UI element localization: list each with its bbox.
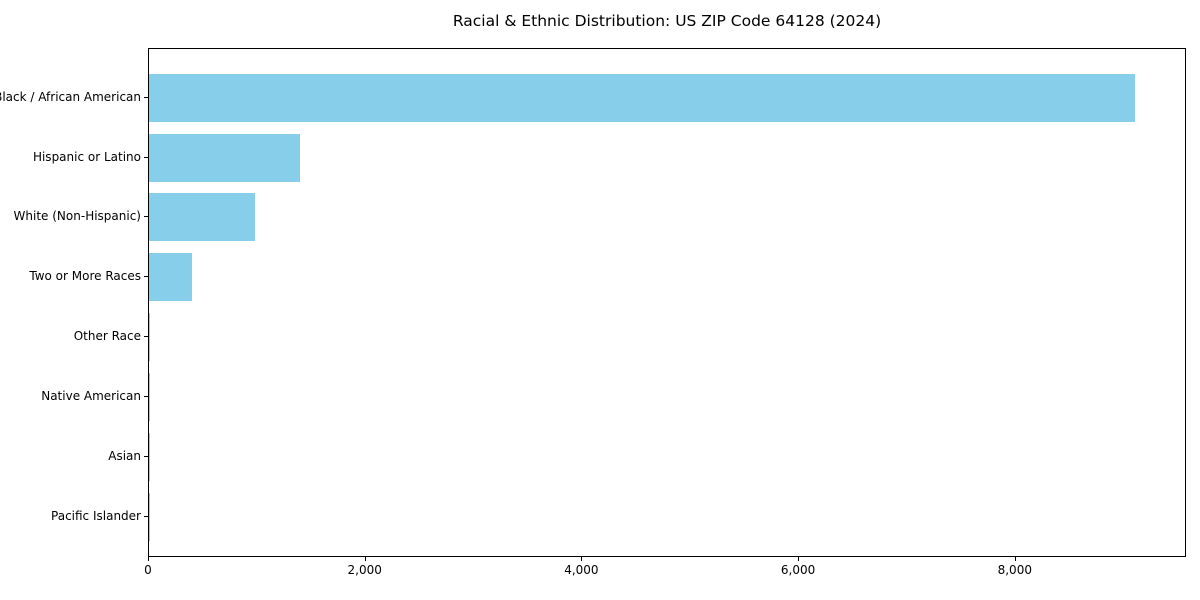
bar — [149, 73, 1136, 122]
x-tick-label: 2,000 — [347, 563, 382, 577]
bar — [149, 253, 193, 302]
y-tick-mark — [144, 336, 148, 338]
x-tick-mark — [1014, 557, 1016, 561]
plot-area — [148, 48, 1186, 557]
x-tick-label: 0 — [144, 563, 152, 577]
x-tick-label: 6,000 — [780, 563, 816, 577]
y-tick-label: White (Non-Hispanic) — [13, 209, 141, 224]
y-tick-mark — [144, 216, 148, 218]
y-tick-mark — [144, 395, 148, 397]
y-tick-mark — [144, 156, 148, 158]
bar — [149, 193, 255, 242]
x-tick-label: 8,000 — [997, 563, 1032, 577]
y-tick-mark — [144, 276, 148, 278]
chart-title: Racial & Ethnic Distribution: US ZIP Cod… — [452, 12, 882, 30]
bar — [149, 133, 300, 182]
bar — [149, 372, 150, 421]
y-tick-label: Other Race — [73, 329, 141, 344]
y-tick-label: Two or More Races — [29, 269, 141, 284]
x-tick-mark — [148, 557, 149, 561]
y-tick-mark — [144, 96, 148, 98]
y-tick-label: Asian — [108, 448, 141, 463]
x-tick-mark — [581, 557, 583, 561]
y-tick-label: Pacific Islander — [51, 508, 141, 523]
x-tick-label: 4,000 — [564, 563, 599, 577]
y-tick-mark — [144, 455, 148, 457]
y-tick-label: Native American — [41, 388, 141, 403]
y-tick-label: Black / African American — [0, 89, 141, 104]
y-tick-mark — [144, 515, 148, 517]
bar — [149, 313, 151, 362]
bar — [149, 432, 150, 481]
y-tick-label: Hispanic or Latino — [32, 149, 141, 164]
x-tick-mark — [798, 557, 800, 561]
x-tick-mark — [364, 557, 366, 561]
